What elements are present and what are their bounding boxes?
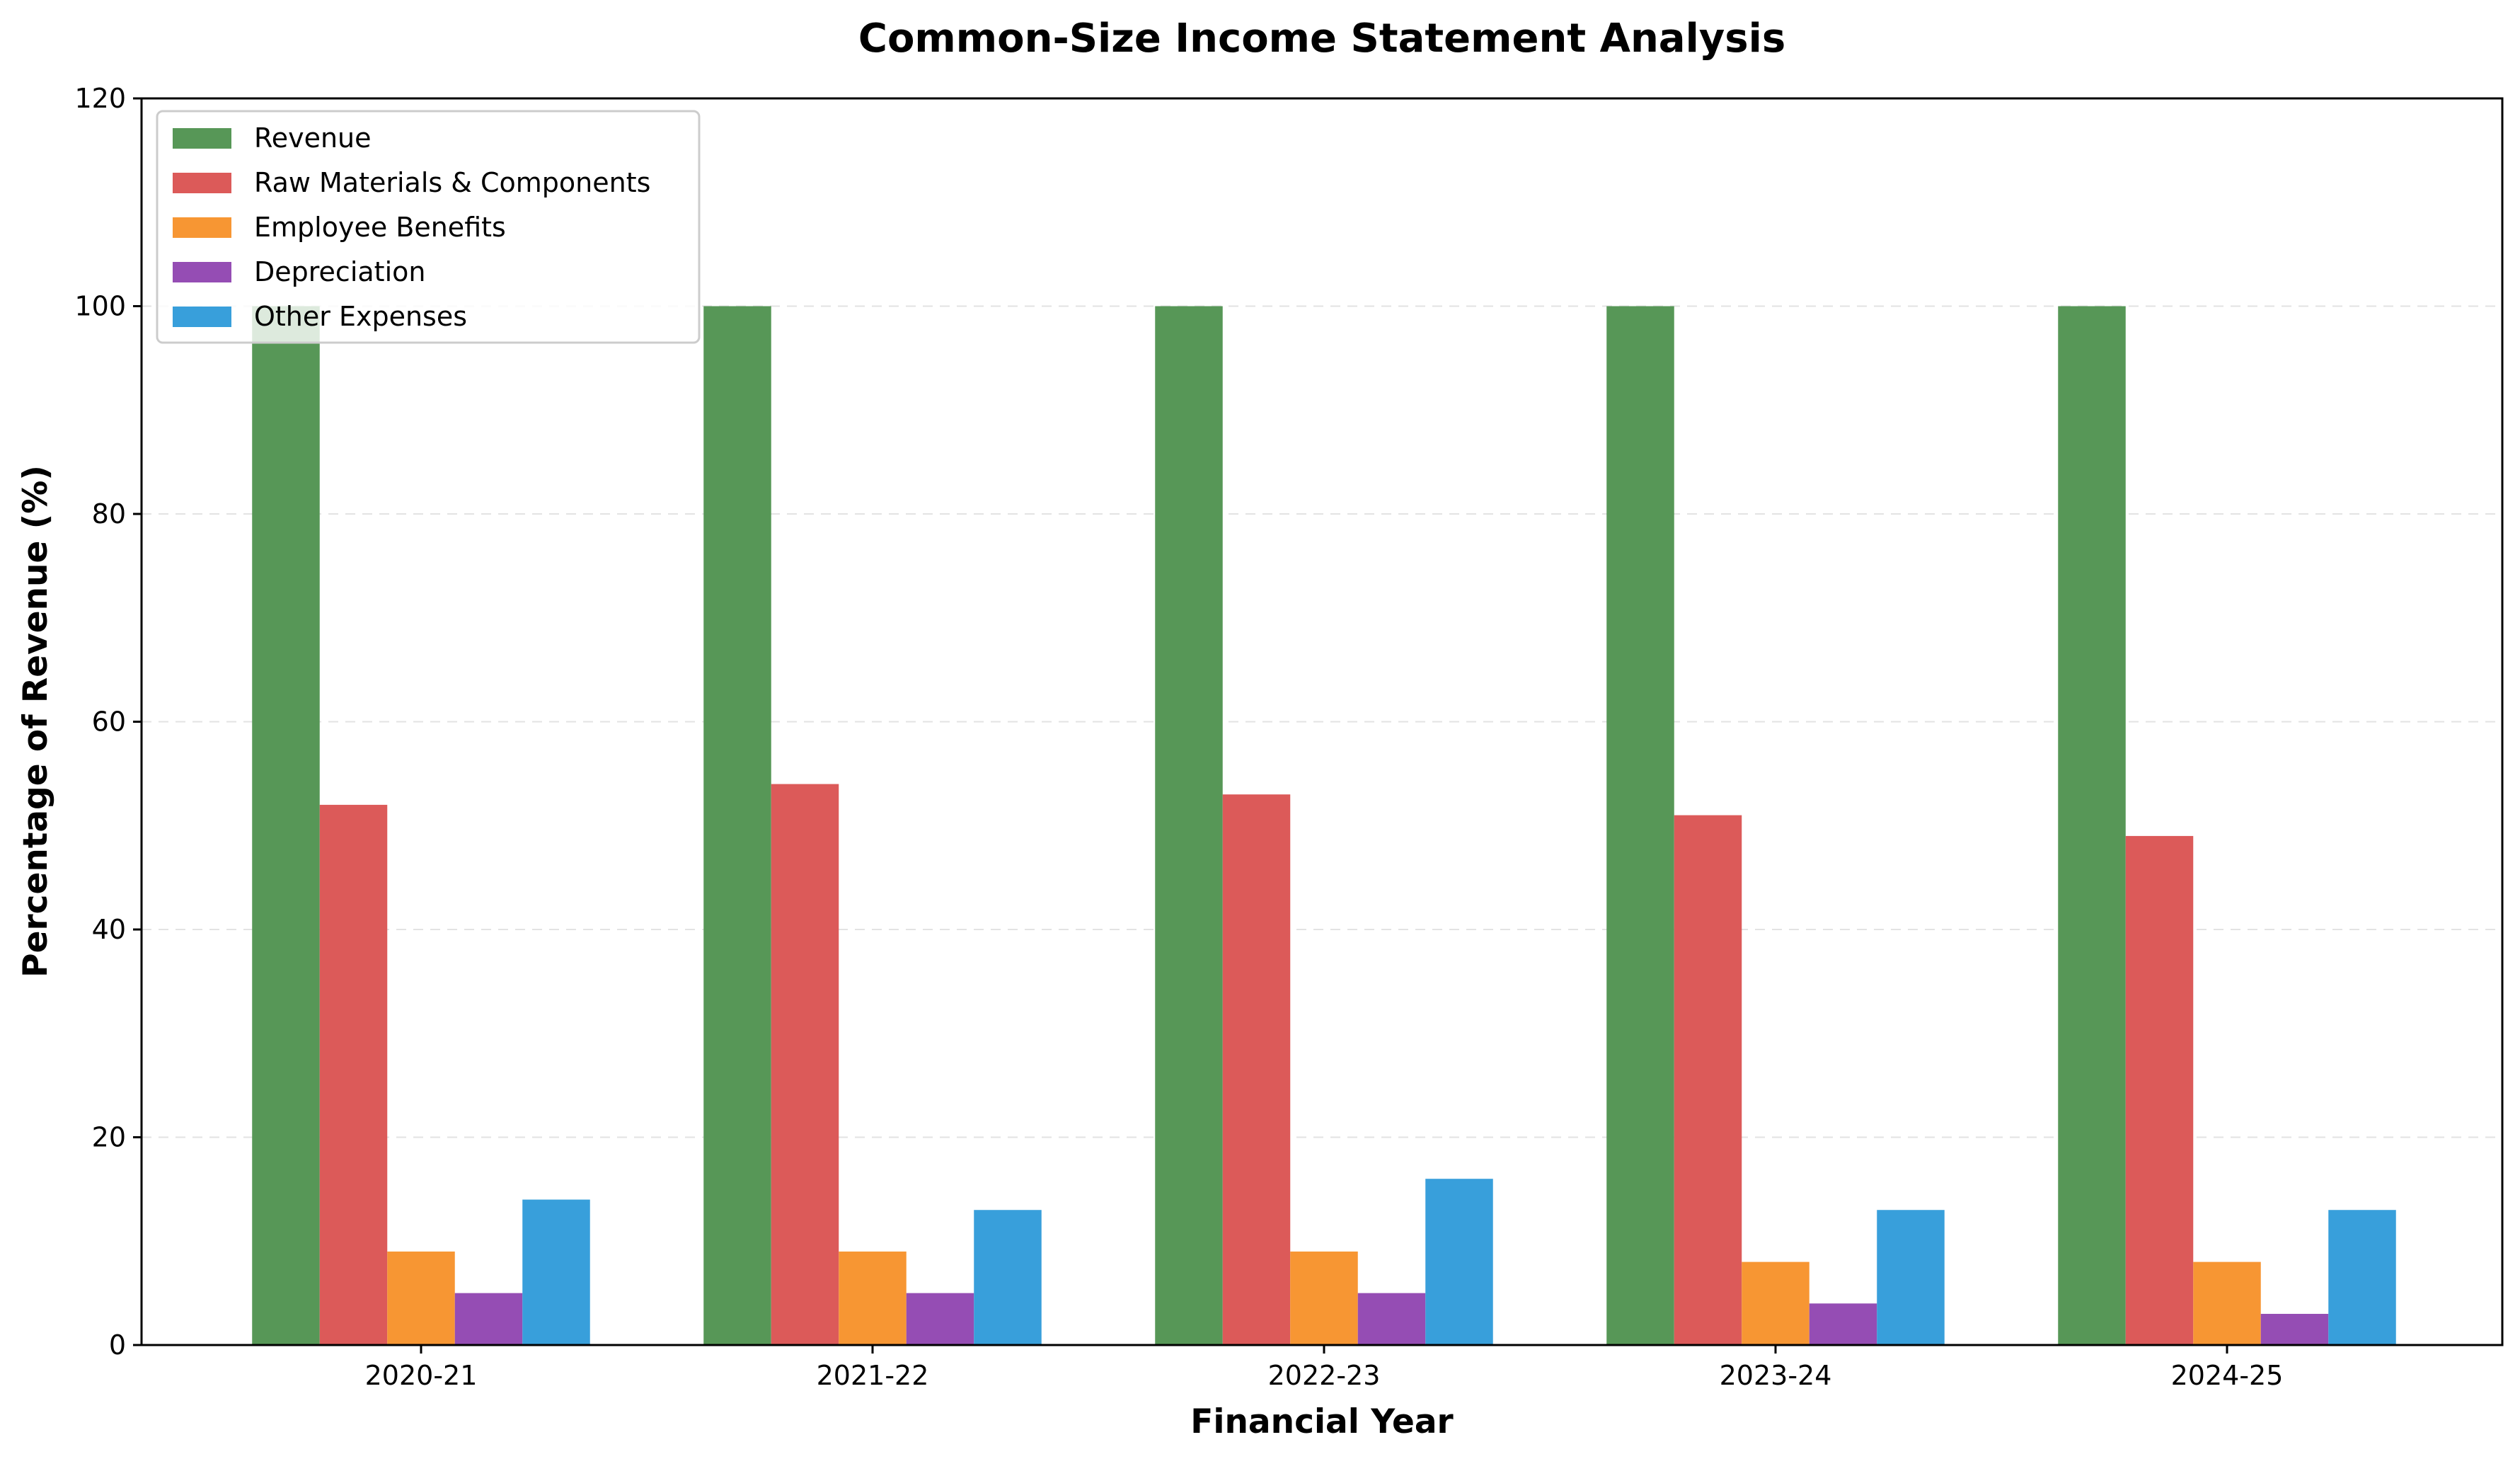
bar: [2058, 306, 2126, 1345]
x-axis: 2020-21 2021-22 2022-23 2023-24 2024-25: [365, 1345, 2284, 1391]
bar: [2260, 1313, 2329, 1345]
bar: [1425, 1179, 1493, 1345]
bar: [2125, 835, 2194, 1345]
y-tick-label: 60: [92, 706, 126, 738]
legend: Revenue Raw Materials & Components Employe…: [156, 110, 701, 344]
bar: [1877, 1210, 1945, 1345]
y-axis: 0 20 40 60 80 100 120: [74, 83, 142, 1361]
x-tick-label: 2023-24: [1720, 1360, 1832, 1391]
legend-entry: Other Expenses: [254, 301, 467, 332]
bar: [2193, 1261, 2261, 1345]
legend-swatch: [173, 262, 231, 282]
bar: [319, 804, 388, 1345]
bar: [974, 1210, 1042, 1345]
x-tick-label: 2022-23: [1268, 1360, 1381, 1391]
legend-swatch: [173, 217, 231, 238]
bar: [387, 1251, 455, 1345]
legend-entry: Employee Benefits: [254, 212, 506, 243]
legend-box: [156, 110, 701, 344]
y-tick-label: 20: [92, 1122, 126, 1153]
legend-entry: Revenue: [254, 122, 372, 154]
bar: [1809, 1303, 1877, 1345]
legend-swatch: [173, 307, 231, 327]
y-tick-label: 120: [74, 83, 126, 114]
x-tick-label: 2021-22: [817, 1360, 929, 1391]
x-axis-label: Financial Year: [1190, 1402, 1454, 1441]
x-tick-label: 2020-21: [365, 1360, 478, 1391]
legend-entry: Raw Materials & Components: [254, 167, 650, 198]
bar: [2328, 1210, 2396, 1345]
x-tick-label: 2024-25: [2171, 1360, 2284, 1391]
bar: [1742, 1261, 1810, 1345]
chart-title: Common-Size Income Statement Analysis: [858, 16, 1785, 62]
legend-swatch: [173, 173, 231, 193]
bars: [252, 306, 2396, 1345]
y-axis-label: Percentage of Revenue (%): [16, 465, 55, 978]
legend-swatch: [173, 128, 231, 149]
legend-entry: Depreciation: [254, 256, 425, 287]
bar: [454, 1293, 523, 1345]
y-tick-label: 0: [109, 1329, 126, 1361]
y-tick-label: 40: [92, 914, 126, 945]
bar: [1222, 794, 1291, 1345]
bar: [252, 306, 320, 1345]
grid-lines: [142, 305, 2502, 1138]
bar: [1290, 1251, 1358, 1345]
bar: [703, 306, 771, 1345]
bar: [1606, 306, 1674, 1345]
y-tick-label: 80: [92, 498, 126, 530]
bar: [771, 784, 839, 1345]
bar: [1674, 815, 1742, 1345]
bar: [906, 1293, 974, 1345]
bar: [1155, 306, 1223, 1345]
bar: [839, 1251, 907, 1345]
bar: [522, 1199, 590, 1345]
bar: [1357, 1293, 1426, 1345]
y-tick-label: 100: [74, 291, 126, 322]
